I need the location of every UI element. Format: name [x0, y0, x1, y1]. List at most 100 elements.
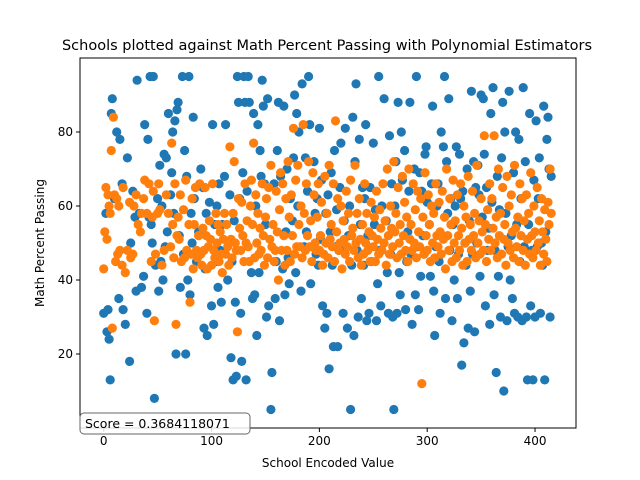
data-point [453, 231, 464, 241]
data-point [287, 231, 297, 241]
data-point [389, 157, 399, 167]
data-point [252, 330, 262, 341]
data-point [196, 164, 206, 174]
data-point [477, 227, 487, 237]
data-point [158, 275, 168, 285]
data-point [435, 227, 445, 237]
data-point [507, 293, 517, 304]
data-point [222, 219, 232, 230]
data-point [185, 297, 195, 307]
data-point [473, 238, 483, 248]
data-point [291, 268, 301, 278]
data-point [515, 179, 525, 189]
data-point [219, 208, 230, 218]
data-point [320, 323, 330, 333]
data-point [377, 245, 387, 255]
data-point [375, 205, 385, 215]
data-point [350, 160, 360, 170]
data-point [256, 245, 266, 255]
data-point [543, 197, 553, 207]
data-point [539, 101, 549, 111]
data-point [322, 308, 332, 318]
y-axis-ticks: 20 40 60 80 [58, 125, 80, 361]
data-point [128, 249, 138, 259]
data-point [146, 256, 156, 267]
data-point [337, 264, 347, 274]
data-point [502, 171, 512, 181]
data-point [146, 219, 156, 230]
data-point [272, 145, 282, 156]
data-point [510, 223, 521, 233]
data-point [219, 171, 230, 181]
data-point [226, 353, 236, 363]
data-point [267, 367, 277, 378]
data-point [370, 256, 380, 267]
data-point [510, 127, 521, 137]
data-point [232, 71, 242, 82]
data-point [102, 234, 112, 244]
chart-title: Schools plotted against Math Percent Pas… [62, 38, 592, 54]
y-tick-label: 20 [58, 347, 73, 361]
data-point [544, 219, 554, 230]
data-point [340, 123, 350, 133]
data-point [118, 305, 128, 315]
data-point [442, 164, 452, 174]
data-point [290, 90, 300, 100]
data-point [392, 308, 402, 318]
data-point [229, 216, 239, 226]
data-point [162, 227, 172, 237]
data-point [410, 205, 420, 215]
data-point [261, 312, 272, 322]
data-point [534, 216, 544, 226]
data-point [302, 231, 313, 241]
data-point [351, 79, 361, 89]
data-point [325, 234, 335, 244]
data-point [439, 71, 450, 82]
data-point [236, 245, 246, 255]
data-point [243, 71, 253, 82]
data-point [268, 219, 278, 230]
data-point [177, 71, 187, 82]
data-point [279, 101, 289, 111]
data-point [230, 238, 240, 248]
data-point [301, 179, 311, 189]
data-point [114, 293, 124, 304]
data-point [333, 194, 343, 204]
data-point [354, 194, 364, 204]
data-point [349, 330, 359, 341]
data-point [306, 279, 316, 289]
data-point [492, 171, 502, 181]
data-point [478, 245, 488, 255]
data-point [270, 245, 280, 255]
data-point [362, 208, 372, 218]
data-point [270, 293, 280, 304]
data-point [172, 105, 182, 115]
data-point [376, 223, 386, 233]
data-point [284, 212, 294, 222]
axes-spines [79, 57, 577, 429]
data-point [345, 256, 355, 267]
x-axis-ticks: 0 100 200 300 400 [100, 428, 546, 448]
data-point [493, 164, 503, 174]
data-point [169, 253, 179, 263]
data-point [509, 160, 520, 170]
data-point [500, 219, 510, 230]
data-point [243, 242, 253, 252]
data-point [167, 168, 177, 178]
data-point [229, 157, 239, 167]
data-point [329, 256, 340, 267]
data-point [105, 208, 115, 218]
data-point [133, 219, 143, 230]
data-point [378, 179, 388, 189]
data-point [449, 238, 459, 248]
data-point [430, 330, 440, 341]
data-point [396, 127, 406, 137]
data-point [280, 290, 290, 300]
data-point [401, 245, 411, 255]
data-point [545, 312, 555, 322]
data-point [524, 208, 534, 218]
data-point [465, 219, 475, 230]
data-point [420, 149, 430, 159]
data-point [462, 164, 472, 174]
data-point [336, 201, 346, 211]
